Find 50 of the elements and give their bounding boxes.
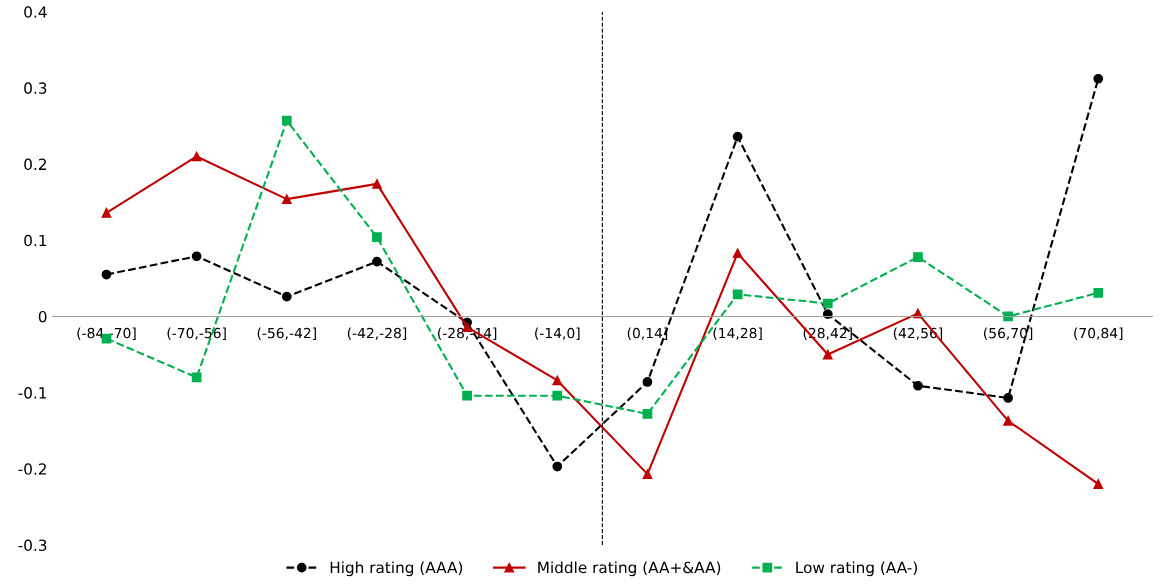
point xyxy=(101,207,112,218)
point xyxy=(281,291,292,302)
y-tick-label: 0 xyxy=(38,310,47,323)
legend-label: High rating (AAA) xyxy=(330,561,463,577)
x-tick-label: (0,14] xyxy=(627,327,668,340)
point xyxy=(913,380,923,391)
point xyxy=(191,251,202,262)
y-tick-label: 0.3 xyxy=(24,82,47,94)
y-tick-label: 0.4 xyxy=(24,6,47,18)
y-tick-label: 0.1 xyxy=(24,234,47,247)
y-tick-label: 0.2 xyxy=(24,158,46,171)
x-tick-label: (-84,-70] xyxy=(77,327,136,340)
point xyxy=(281,115,292,126)
legend-label: Low rating (AA-) xyxy=(796,561,917,577)
point xyxy=(372,256,382,267)
point xyxy=(1093,73,1104,84)
x-tick-label: (-14,0] xyxy=(535,327,580,340)
point xyxy=(1003,415,1013,426)
point xyxy=(642,377,653,387)
point xyxy=(822,349,833,360)
point xyxy=(281,194,292,204)
point xyxy=(913,252,923,262)
x-tick-label: (-70,-56] xyxy=(167,327,226,340)
x-tick-label: (14,28] xyxy=(713,327,762,340)
point xyxy=(552,375,563,386)
x-tick-label: (70,84] xyxy=(1074,327,1123,340)
point xyxy=(191,151,202,162)
point xyxy=(462,390,472,401)
point xyxy=(101,269,112,280)
legend-label: Middle rating (AA+&AA) xyxy=(538,561,721,577)
point xyxy=(552,390,563,401)
y-tick-label: -0.2 xyxy=(18,463,46,475)
point xyxy=(732,289,743,300)
x-tick-label: (-42,-28] xyxy=(347,327,407,340)
point xyxy=(822,298,833,309)
point xyxy=(191,372,202,383)
x-tick-label: (-56,-42] xyxy=(257,327,316,340)
point xyxy=(1003,393,1013,403)
point xyxy=(732,248,743,259)
point xyxy=(372,179,382,189)
point xyxy=(642,469,653,479)
point xyxy=(732,131,743,142)
point xyxy=(372,232,382,243)
y-tick-label: -0.3 xyxy=(18,539,47,551)
y-tick-label: -0.1 xyxy=(18,387,47,399)
point xyxy=(552,461,563,472)
x-tick-label: (56,70] xyxy=(983,327,1033,340)
point xyxy=(642,409,653,419)
point xyxy=(1093,287,1104,298)
point xyxy=(1093,479,1104,489)
